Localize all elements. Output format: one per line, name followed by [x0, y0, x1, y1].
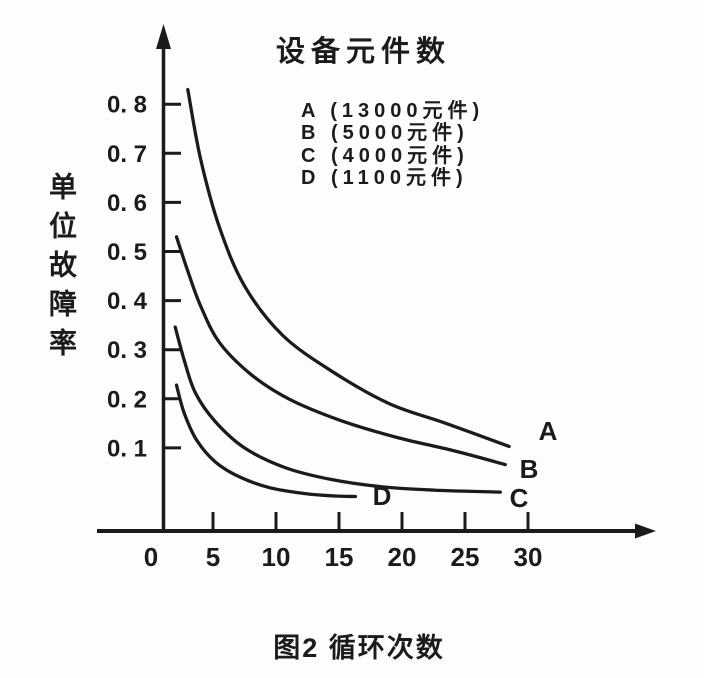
- y-tick-label: 0. 6: [107, 190, 147, 217]
- y-tick-label: 0. 4: [107, 288, 148, 315]
- x-tick-label: 20: [388, 542, 417, 572]
- y-axis-arrow-icon: [156, 24, 171, 49]
- x-axis-arrow-icon: [635, 523, 656, 539]
- series-label-A: A: [539, 416, 558, 446]
- x-tick-label: 25: [451, 542, 480, 572]
- y-tick-label: 0. 3: [107, 337, 147, 364]
- series-curve-B: [174, 235, 507, 467]
- y-tick-label: 0. 8: [107, 92, 147, 119]
- legend-item: B (5000元件): [301, 122, 469, 145]
- x-tick-label: 15: [325, 542, 354, 572]
- legend-item: D (1100元件): [301, 167, 468, 190]
- series-curve-C: [173, 325, 502, 494]
- x-tick-label: 0: [144, 542, 158, 572]
- figure-caption: 图2 循环次数: [273, 633, 445, 663]
- x-tick-label: 5: [206, 542, 220, 572]
- legend-item: A (13000元件): [301, 100, 485, 122]
- series-curve-A: [186, 87, 511, 449]
- series-label-D: D: [373, 481, 392, 511]
- series-label-C: C: [510, 483, 529, 513]
- y-tick-label: 0. 5: [107, 239, 147, 266]
- chart-title: 设备元件数: [276, 36, 452, 68]
- y-tick-label: 0. 2: [107, 386, 147, 413]
- legend: A (13000元件) B (5000元件) C (4000元件) D (1100元件…: [301, 100, 484, 190]
- series-curve-D: [174, 383, 358, 499]
- series-label-B: B: [520, 454, 539, 484]
- y-tick-label: 0. 1: [107, 435, 147, 462]
- y-axis-title: 单位故障率: [46, 172, 77, 367]
- legend-item: C (4000元件): [301, 144, 469, 167]
- y-tick-label: 0. 7: [107, 141, 147, 168]
- x-tick-label: 30: [514, 542, 543, 572]
- x-tick-label: 10: [262, 542, 291, 572]
